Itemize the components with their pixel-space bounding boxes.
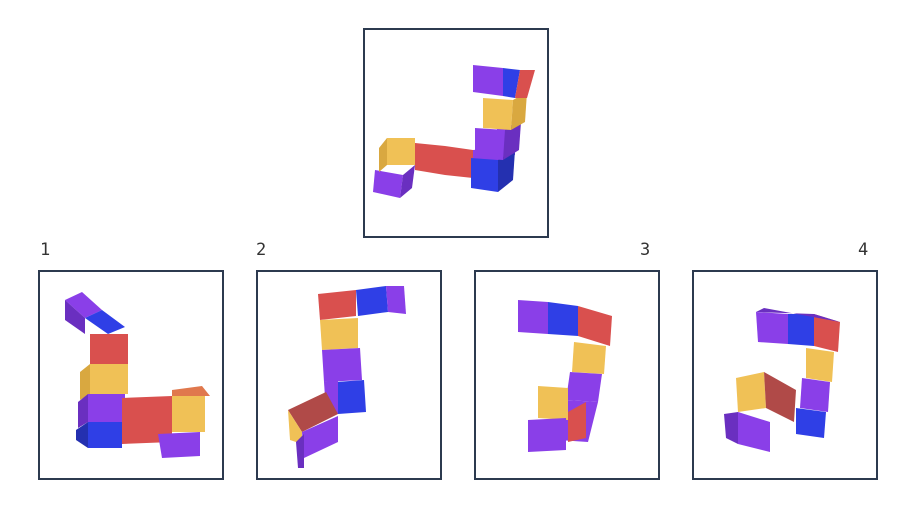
cube-purple [800, 378, 830, 412]
cube-yellow [387, 138, 415, 165]
cube-red [288, 392, 338, 432]
cube-yellow [288, 410, 302, 444]
option-3-frame[interactable] [474, 270, 660, 480]
cube-purple [322, 348, 362, 382]
cube-purple [386, 286, 406, 314]
cube-side [503, 122, 521, 160]
cube-yellow [538, 386, 568, 420]
cube-blue [503, 68, 520, 98]
option-4-frame[interactable] [692, 270, 878, 480]
cube-yellow [483, 98, 513, 130]
cube-side [511, 92, 527, 130]
cube-yellow [736, 372, 766, 412]
cube-blue [85, 310, 125, 334]
option-label-3: 3 [640, 240, 651, 260]
cube-yellow [806, 348, 834, 382]
cube-purple [158, 432, 200, 458]
option-label-4: 4 [858, 240, 869, 260]
reference-figure-frame [363, 28, 549, 238]
cube-blue [796, 408, 826, 438]
option-1-figure [65, 292, 210, 458]
cube-yellow [172, 396, 205, 432]
cube-purple [738, 412, 770, 452]
cube-blue [356, 286, 388, 316]
cube-side [65, 300, 85, 334]
cube-red [515, 70, 535, 98]
cube-purple [518, 300, 548, 334]
cube-purple [566, 372, 602, 402]
option-label-2: 2 [256, 240, 267, 260]
cube-side [296, 434, 304, 468]
option-label-1: 1 [40, 240, 51, 260]
cube-side [78, 394, 88, 428]
cube-blue [788, 314, 814, 346]
cube-red [318, 290, 356, 320]
cube-top [172, 386, 210, 396]
cube-blue [548, 302, 578, 336]
option-4-figure [724, 308, 840, 452]
cube-side [379, 138, 387, 172]
cube-purple [473, 65, 503, 96]
cube-yellow [572, 342, 606, 374]
option-2-frame[interactable] [256, 270, 442, 480]
cube-purple [475, 128, 505, 160]
cube-yellow [90, 364, 128, 394]
cube-red [415, 143, 445, 175]
cube-purple [528, 418, 566, 452]
cube-side [400, 165, 415, 198]
cube-red [568, 402, 586, 442]
cube-red [122, 396, 172, 444]
cube-purple [88, 394, 125, 422]
cube-side [498, 150, 515, 192]
cube-purple [302, 416, 338, 458]
option-3-figure [518, 300, 612, 452]
cube-purple [373, 170, 403, 198]
reference-figure [373, 65, 535, 198]
cube-red [445, 146, 473, 178]
cube-red [578, 306, 612, 346]
option-1-frame[interactable] [38, 270, 224, 480]
cube-red [90, 334, 128, 364]
cube-side [80, 364, 90, 400]
cube-red [814, 314, 840, 352]
cube-red [764, 372, 796, 422]
cube-side [76, 422, 88, 448]
cube-top [756, 308, 840, 322]
cube-blue [471, 158, 498, 192]
cube-purple [65, 292, 102, 318]
cube-yellow [320, 318, 358, 350]
cube-blue [88, 422, 122, 448]
option-2-figure [288, 286, 406, 468]
cube-purple [756, 312, 788, 344]
cube-side [724, 412, 738, 444]
cube-blue [336, 380, 366, 414]
